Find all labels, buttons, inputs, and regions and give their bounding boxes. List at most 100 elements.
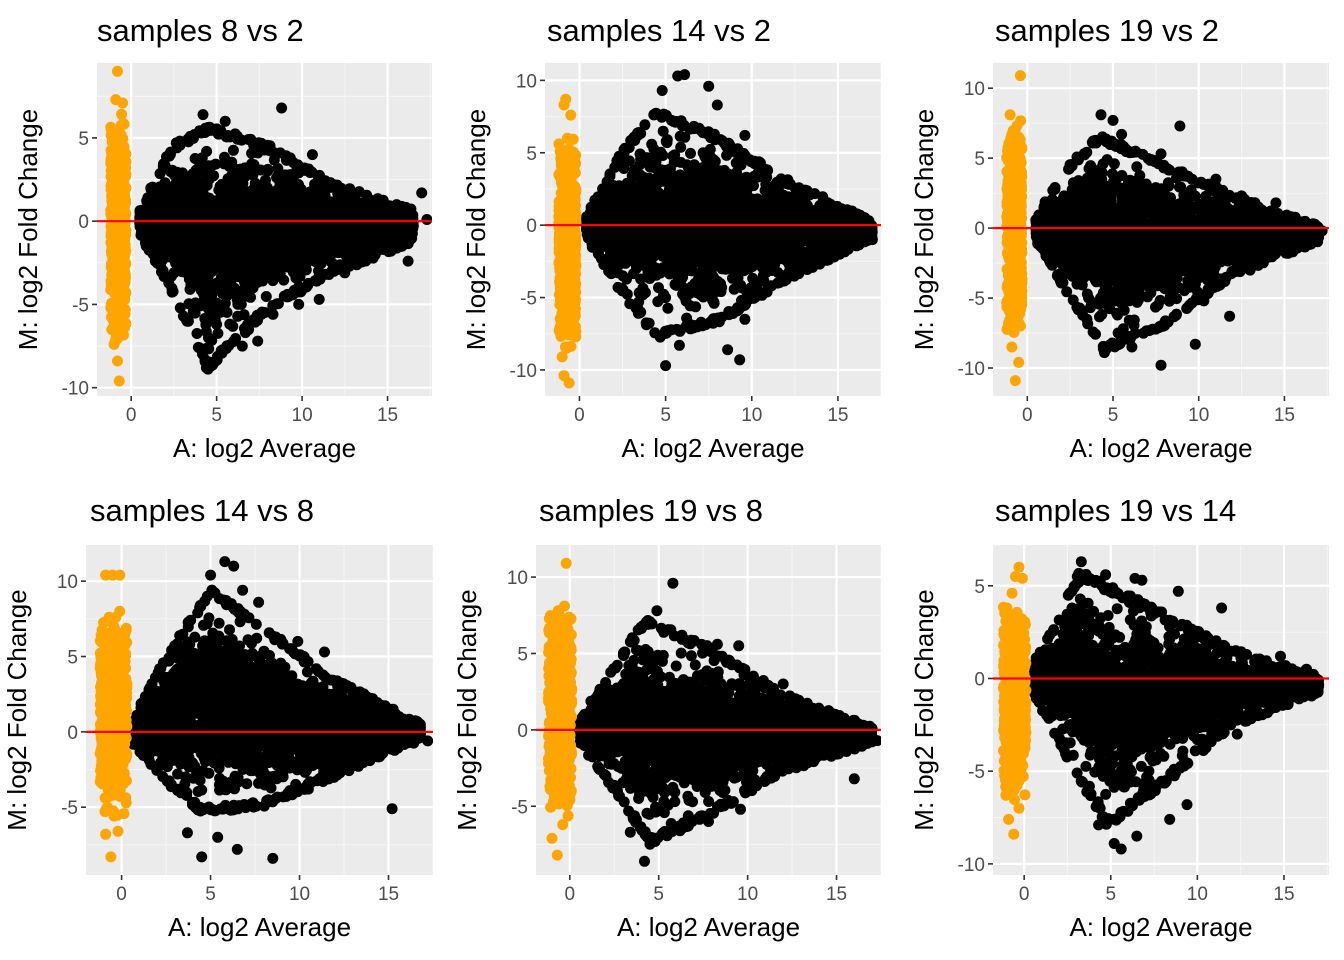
data-point: [359, 235, 371, 247]
data-point: [186, 228, 198, 240]
data-point: [236, 340, 248, 352]
data-point: [106, 248, 118, 260]
data-point: [210, 158, 222, 170]
data-point: [263, 195, 275, 207]
data-point: [112, 229, 124, 241]
data-point: [163, 277, 175, 289]
data-point: [117, 278, 129, 290]
data-point: [173, 189, 185, 201]
data-point: [110, 307, 122, 319]
data-point: [141, 195, 153, 207]
data-point: [397, 220, 409, 231]
data-point: [333, 229, 345, 240]
data-point: [219, 115, 231, 127]
data-point: [235, 165, 247, 177]
data-point: [252, 335, 264, 347]
x-axis-title: A: log2 Average: [173, 433, 356, 463]
data-point: [112, 179, 123, 190]
data-point: [256, 237, 268, 249]
data-point: [306, 149, 318, 161]
data-point: [302, 277, 314, 289]
data-point: [332, 201, 344, 213]
data-point: [353, 186, 365, 198]
data-point: [276, 102, 288, 114]
data-point: [309, 189, 321, 201]
data-point: [293, 298, 305, 310]
data-point: [675, 141, 687, 153]
y-tick-label: -5: [72, 295, 89, 316]
data-point: [192, 341, 204, 353]
y-tick-label: 0: [78, 212, 89, 233]
x-tick-label: 15: [377, 405, 398, 426]
data-point: [116, 187, 128, 199]
data-point: [313, 293, 325, 305]
x-tick-label: 5: [211, 405, 222, 426]
data-point: [174, 302, 186, 314]
data-point: [222, 265, 234, 277]
data-point: [194, 259, 206, 270]
data-point: [170, 226, 182, 238]
data-point: [273, 210, 285, 221]
data-point: [158, 161, 170, 173]
data-point: [212, 327, 224, 339]
data-point: [339, 184, 351, 196]
data-point: [262, 163, 274, 175]
data-point: [117, 97, 129, 109]
data-point: [113, 375, 125, 387]
data-point: [315, 249, 327, 261]
data-point: [278, 290, 290, 302]
data-point: [227, 228, 238, 240]
data-point: [325, 181, 337, 193]
data-point: [416, 187, 428, 199]
data-point: [197, 109, 209, 121]
data-point: [255, 210, 267, 222]
data-point: [164, 149, 176, 160]
data-point: [294, 233, 306, 244]
data-point: [237, 178, 249, 190]
data-point: [315, 257, 327, 269]
data-point: [114, 168, 125, 180]
data-point: [157, 221, 169, 233]
data-point: [197, 197, 209, 208]
data-point: [163, 248, 175, 259]
data-point: [277, 259, 289, 270]
data-point: [326, 265, 338, 277]
data-point: [218, 184, 229, 196]
data-point: [264, 262, 276, 273]
data-point: [181, 248, 193, 260]
data-point: [335, 240, 347, 252]
data-point: [134, 205, 146, 217]
data-point: [350, 238, 362, 249]
data-point: [209, 195, 220, 207]
y-tick-label: 5: [78, 129, 89, 150]
data-point: [208, 235, 220, 247]
data-point: [201, 145, 213, 157]
data-point: [194, 125, 206, 137]
panel-title: samples 8 vs 2: [97, 13, 304, 48]
data-point: [165, 205, 177, 217]
data-point: [221, 306, 233, 318]
data-point: [400, 201, 412, 213]
data-point: [317, 203, 328, 215]
data-point: [153, 235, 165, 247]
data-point: [106, 191, 118, 203]
data-point: [150, 253, 162, 265]
plot-area: [545, 63, 881, 396]
data-point: [256, 255, 268, 267]
data-point: [168, 267, 180, 279]
data-point: [105, 261, 117, 273]
data-point: [260, 291, 272, 302]
data-point: [109, 213, 121, 225]
data-point: [179, 266, 191, 278]
data-point: [347, 247, 359, 259]
data-point: [653, 282, 664, 294]
data-point: [136, 229, 148, 241]
data-point: [107, 147, 119, 159]
x-tick-label: 10: [292, 405, 313, 426]
data-point: [265, 229, 277, 241]
data-point: [401, 237, 413, 249]
y-tick-label: -10: [62, 379, 89, 400]
data-point: [158, 213, 170, 225]
data-point: [219, 151, 230, 163]
